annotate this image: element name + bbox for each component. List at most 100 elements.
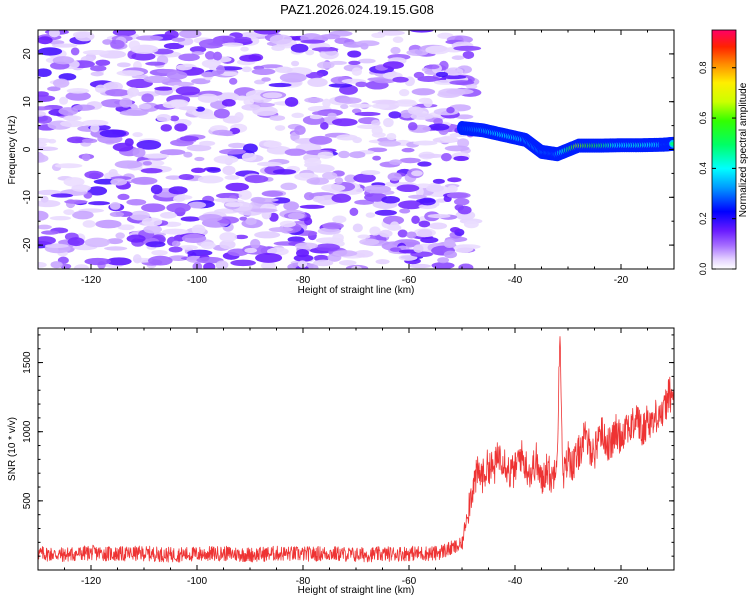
spectrogram-noise-blob [371, 32, 386, 39]
spectrogram-noise-blob [174, 123, 188, 132]
spectrogram-noise-blob [446, 106, 455, 114]
spectrogram-noise-blob [187, 249, 213, 257]
spectrogram-noise-blob [90, 65, 107, 72]
spectrogram-noise-blob [72, 104, 96, 111]
spectrogram-noise-blob [60, 263, 72, 269]
spectrogram-noise-blob [466, 84, 478, 89]
spectrogram-ylabel: Frequency (Hz) [7, 116, 18, 185]
spectrogram-noise-blob [388, 111, 402, 119]
x-tick-label: -100 [187, 275, 207, 286]
spectrogram-noise-blob [268, 212, 279, 222]
spectrogram-noise-blob [363, 184, 392, 194]
spectrogram-noise-blob [160, 124, 172, 132]
spectrogram-noise-blob [418, 220, 431, 228]
spectrogram-noise-blob [95, 219, 122, 229]
spectrogram-noise-blob [399, 157, 421, 164]
spectrogram-noise-blob [306, 177, 330, 185]
spectrogram-noise-blob [369, 226, 381, 236]
x-tick-label: -60 [402, 275, 417, 286]
spectrogram-noise-blob [191, 167, 206, 174]
spectrogram-noise-blob [449, 227, 461, 233]
spectrogram-noise-blob [417, 229, 433, 238]
spectrogram-noise-blob [322, 98, 331, 109]
spectrogram-noise-blob [242, 143, 258, 154]
x-tick-label: -40 [508, 275, 523, 286]
colorbar-tick-label: 0.6 [698, 112, 708, 125]
spectrogram-noise-blob [172, 196, 186, 202]
spectrogram-noise-blob [238, 189, 252, 200]
spectrogram-noise-blob [397, 229, 408, 238]
spectrogram-noise-blob [429, 222, 448, 230]
spectrogram-noise-blob [175, 86, 201, 96]
spectrogram-noise-blob [142, 161, 153, 166]
spectrogram-noise-blob [179, 135, 199, 142]
y-tick-label: 1000 [22, 420, 33, 443]
spectrogram-noise-blob [233, 36, 252, 43]
spectrogram-noise-blob [445, 67, 464, 76]
spectrogram-noise-blob [241, 66, 252, 73]
spectrogram-noise-blob [443, 250, 458, 259]
colorbar-ticks: 0.0 0.2 0.4 0.6 0.8 [698, 61, 736, 275]
spectrogram-noise-blob [321, 184, 346, 192]
spectrogram-noise-blob [178, 174, 195, 181]
spectrogram-noise-blob [38, 68, 52, 77]
spectrogram-noise-blob [407, 122, 418, 131]
spectrogram-noise-blob [297, 260, 308, 268]
spectrogram-noise-blob [117, 193, 130, 201]
spectrogram-noise-blob [230, 259, 256, 267]
spectrogram-noise-blob [218, 208, 234, 214]
spectrogram-noise-blob [417, 161, 432, 167]
spectrogram-noise-blob [352, 223, 363, 233]
spectrogram-noise-blob [189, 46, 207, 53]
spectrogram-noise-blob [299, 204, 325, 209]
spectrogram-noise-blob [135, 35, 164, 41]
spectrogram-noise-blob [417, 75, 440, 82]
spectrogram-noise-blob [287, 236, 306, 243]
spectrogram-noise-blob [411, 170, 423, 177]
x-tick-label: -20 [614, 275, 629, 286]
y-tick-label: 10 [22, 96, 33, 108]
spectrogram-noise-blob [293, 254, 314, 262]
spectrogram-noise-blob [274, 125, 286, 131]
spectrogram-noise-blob [112, 30, 137, 37]
spectrogram-noise-blob [228, 142, 247, 149]
spectrogram-noise-blob [455, 114, 474, 120]
spectrogram-noise-blob [272, 169, 297, 175]
spectrogram-noise-blob [411, 215, 420, 224]
spectrogram-noise-blob [294, 242, 319, 250]
spectrogram-noise-blob [389, 247, 402, 252]
spectrogram-noise-blob [48, 30, 60, 38]
spectrogram-noise-blob [319, 33, 341, 40]
spectrogram-noise-blob [156, 113, 172, 122]
spectrogram-noise-blob [398, 200, 425, 210]
spectrogram-noise-blob [191, 224, 206, 235]
spectrogram-noise-blob [141, 203, 166, 213]
spectrogram-noise-blob [168, 186, 188, 195]
spectrogram-noise-blob [214, 197, 239, 203]
spectrogram-noise-blob [74, 264, 89, 269]
spectrogram-noise-blob [359, 238, 380, 246]
spectrogram-noise-blob [194, 156, 205, 162]
spectrogram-noise-blob [178, 245, 198, 250]
spectrogram-noise-blob [166, 71, 188, 80]
spectrogram-noise-blob [50, 193, 74, 198]
spectrogram-noise-blob [351, 108, 362, 114]
spectrogram-noise-blob [307, 77, 328, 88]
spectrogram-noise-blob [305, 72, 324, 79]
spectrogram-noise-blob [195, 106, 205, 112]
spectrogram-noise-blob [58, 107, 79, 116]
spectrogram-noise-blob [164, 30, 179, 40]
spectrogram-noise-blob [322, 171, 338, 180]
colorbar-gradient [711, 29, 737, 270]
spectrogram-noise-blob [418, 204, 437, 210]
spectrogram-noise-blob [67, 237, 85, 247]
spectrogram-noise-blob [431, 261, 455, 269]
spectrogram-noise-blob [290, 43, 309, 53]
spectrogram-noise-blob [154, 86, 174, 91]
spectrogram-noise-blob [84, 257, 111, 266]
spectrogram-noise-blob [446, 192, 471, 199]
spectrogram-noise-blob [222, 165, 236, 176]
spectrogram-noise-blob [347, 50, 362, 58]
spectrogram-noise-blob [38, 137, 52, 144]
spectrogram-noise-blob [454, 204, 464, 211]
